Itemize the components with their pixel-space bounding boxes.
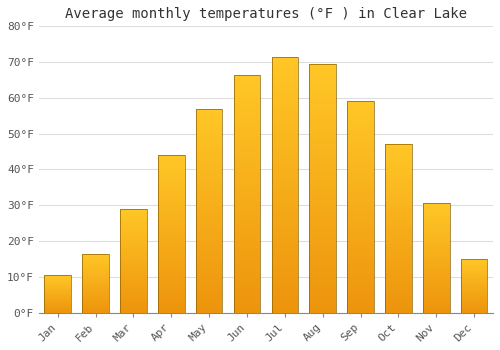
Bar xyxy=(423,203,450,313)
Bar xyxy=(120,209,146,313)
Bar xyxy=(82,254,109,313)
Title: Average monthly temperatures (°F ) in Clear Lake: Average monthly temperatures (°F ) in Cl… xyxy=(65,7,467,21)
Bar xyxy=(234,75,260,313)
Bar xyxy=(461,259,487,313)
Bar xyxy=(44,275,71,313)
Bar xyxy=(310,64,336,313)
Bar xyxy=(196,108,222,313)
Bar xyxy=(158,155,184,313)
Bar xyxy=(272,57,298,313)
Bar xyxy=(348,102,374,313)
Bar xyxy=(385,145,411,313)
